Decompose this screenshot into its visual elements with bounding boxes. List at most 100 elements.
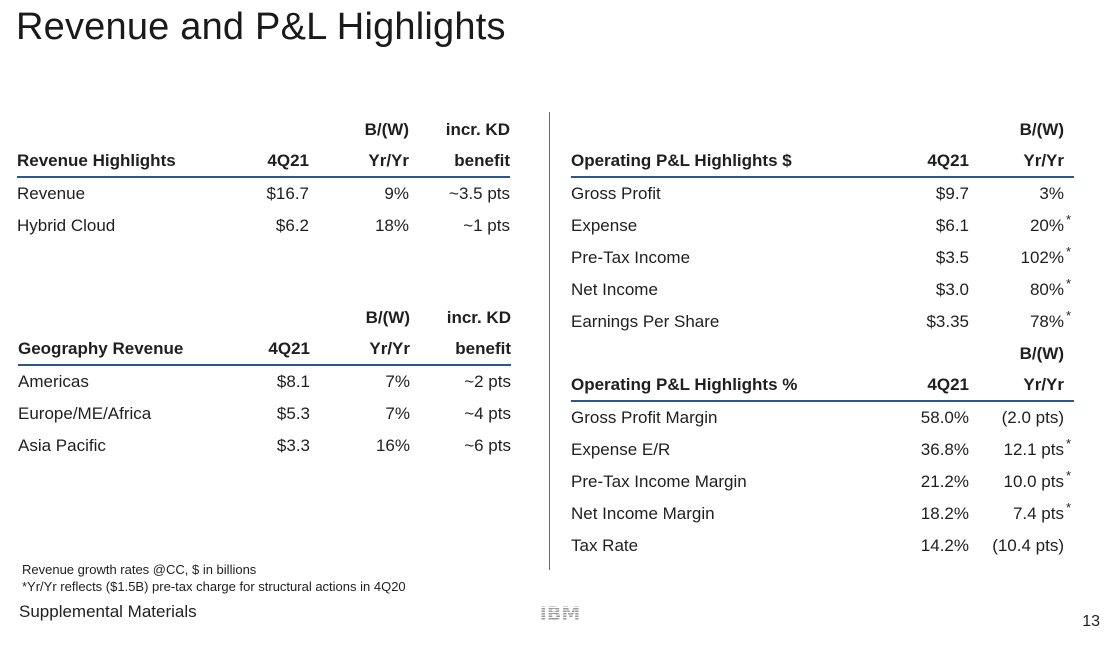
value-cell: 7.4 pts <box>1012 504 1064 523</box>
table-row: Americas $8.1 7% ~2 pts <box>18 365 511 398</box>
table-top-header-row: B/(W) incr. KD <box>18 302 511 333</box>
value-cell: 16% <box>375 436 410 455</box>
value-cell: 58.0% <box>920 408 969 427</box>
header-cell: incr. KD <box>446 307 511 327</box>
operating-pl-dollars-table: B/(W) Operating P&L Highlights $ 4Q21 Yr… <box>571 114 1074 338</box>
header-cell: B/(W) <box>365 307 410 327</box>
footnote-marker: * <box>1066 500 1072 515</box>
page-number: 13 <box>1082 613 1100 630</box>
page-title: Revenue and P&L Highlights <box>16 6 506 48</box>
value-cell: 10.0 pts <box>1003 472 1065 491</box>
value-cell: 20% <box>1029 216 1064 235</box>
table-header-row: Operating P&L Highlights $ 4Q21 Yr/Yr <box>571 145 1074 178</box>
table-row: Hybrid Cloud $6.2 18% ~1 pts <box>17 210 510 242</box>
value-cell: $6.1 <box>935 216 969 235</box>
header-cell: 4Q21 <box>867 369 969 402</box>
table-row: Europe/ME/Africa $5.3 7% ~4 pts <box>18 398 511 430</box>
revenue-highlights-table: B/(W) incr. KD Revenue Highlights 4Q21 Y… <box>17 114 510 242</box>
header-cell: Revenue Highlights <box>17 145 209 178</box>
table-header-row: Operating P&L Highlights % 4Q21 Yr/Yr <box>571 369 1074 402</box>
value-cell: 12.1 pts <box>1003 440 1065 459</box>
header-cell <box>867 338 969 369</box>
footnote-structural-actions: *Yr/Yr reflects ($1.5B) pre-tax charge f… <box>22 579 406 594</box>
footnote-growth-rates: Revenue growth rates @CC, $ in billions <box>22 562 257 577</box>
header-cell: Operating P&L Highlights % <box>571 369 867 402</box>
header-cell <box>209 114 309 145</box>
value-cell: ~4 pts <box>464 404 511 423</box>
header-cell: B/(W) <box>1019 119 1064 139</box>
value-cell: 18% <box>374 216 409 235</box>
table-row: Tax Rate 14.2% (10.4 pts) <box>571 530 1074 562</box>
header-cell <box>18 302 210 333</box>
row-label: Asia Pacific <box>18 436 106 455</box>
row-label: Europe/ME/Africa <box>18 404 152 423</box>
header-cell: Geography Revenue <box>18 333 210 366</box>
value-cell: 36.8% <box>920 440 969 459</box>
header-cell: Operating P&L Highlights $ <box>571 145 867 178</box>
header-cell <box>210 302 310 333</box>
value-cell: 3% <box>1039 184 1064 203</box>
value-cell: $3.3 <box>276 436 310 455</box>
table-row: Asia Pacific $3.3 16% ~6 pts <box>18 430 511 462</box>
row-label: Net Income Margin <box>571 504 715 523</box>
geography-revenue-table: B/(W) incr. KD Geography Revenue 4Q21 Yr… <box>18 302 511 462</box>
table-header-row: Revenue Highlights 4Q21 Yr/Yr benefit <box>17 145 510 178</box>
header-cell <box>867 114 969 145</box>
footnote-marker: * <box>1066 276 1072 291</box>
value-cell: ~6 pts <box>464 436 511 455</box>
value-cell: $3.0 <box>935 280 969 299</box>
header-cell <box>571 114 867 145</box>
value-cell: (10.4 pts) <box>992 536 1064 555</box>
header-cell: 4Q21 <box>867 145 969 178</box>
table-row: Pre-Tax Income Margin 21.2% 10.0 pts * <box>571 466 1074 498</box>
header-cell: 4Q21 <box>209 145 309 178</box>
row-label: Gross Profit <box>571 184 661 203</box>
row-label: Revenue <box>17 184 86 203</box>
footnote-marker: * <box>1066 212 1072 227</box>
value-cell: ~3.5 pts <box>449 184 510 203</box>
value-cell: 80% <box>1029 280 1064 299</box>
header-cell: B/(W) <box>1019 343 1064 363</box>
header-cell: 4Q21 <box>210 333 310 366</box>
row-label: Hybrid Cloud <box>17 216 116 235</box>
value-cell: 18.2% <box>920 504 969 523</box>
table-row: Net Income $3.0 80% * <box>571 274 1074 306</box>
row-label: Tax Rate <box>571 536 639 555</box>
operating-pl-percent-table: B/(W) Operating P&L Highlights % 4Q21 Yr… <box>571 338 1074 562</box>
footnote-marker: * <box>1066 308 1072 323</box>
table-row: Gross Profit Margin 58.0% (2.0 pts) <box>571 401 1074 434</box>
value-cell: $9.7 <box>935 184 969 203</box>
column-divider <box>549 112 550 570</box>
row-label: Gross Profit Margin <box>571 408 718 427</box>
row-label: Americas <box>18 372 89 391</box>
header-cell: Yr/Yr <box>1023 150 1064 170</box>
table-row: Gross Profit $9.7 3% <box>571 177 1074 210</box>
footnote-marker: * <box>1066 244 1072 259</box>
table-row: Pre-Tax Income $3.5 102% * <box>571 242 1074 274</box>
value-cell: 21.2% <box>920 472 969 491</box>
footnote-marker: * <box>1066 436 1072 451</box>
value-cell: 102% <box>1020 248 1064 267</box>
table-top-header-row: B/(W) incr. KD <box>17 114 510 145</box>
table-row: Revenue $16.7 9% ~3.5 pts <box>17 177 510 210</box>
row-label: Expense <box>571 216 638 235</box>
value-cell: 9% <box>384 184 409 203</box>
value-cell: ~1 pts <box>463 216 510 235</box>
value-cell: ~2 pts <box>464 372 511 391</box>
supplemental-label: Supplemental Materials <box>19 602 197 621</box>
value-cell: $8.1 <box>276 372 310 391</box>
header-cell <box>571 338 867 369</box>
footnote-marker: * <box>1066 468 1072 483</box>
header-cell: benefit <box>410 333 511 366</box>
value-cell: 7% <box>385 404 410 423</box>
table-row: Earnings Per Share $3.35 78% * <box>571 306 1074 338</box>
value-cell: $5.3 <box>276 404 310 423</box>
value-cell: 7% <box>385 372 410 391</box>
table-top-header-row: B/(W) <box>571 114 1074 145</box>
value-cell: $3.35 <box>926 312 969 331</box>
table-top-header-row: B/(W) <box>571 338 1074 369</box>
table-row: Expense E/R 36.8% 12.1 pts * <box>571 434 1074 466</box>
value-cell: $6.2 <box>275 216 309 235</box>
value-cell: $16.7 <box>266 184 309 203</box>
row-label: Pre-Tax Income Margin <box>571 472 747 491</box>
